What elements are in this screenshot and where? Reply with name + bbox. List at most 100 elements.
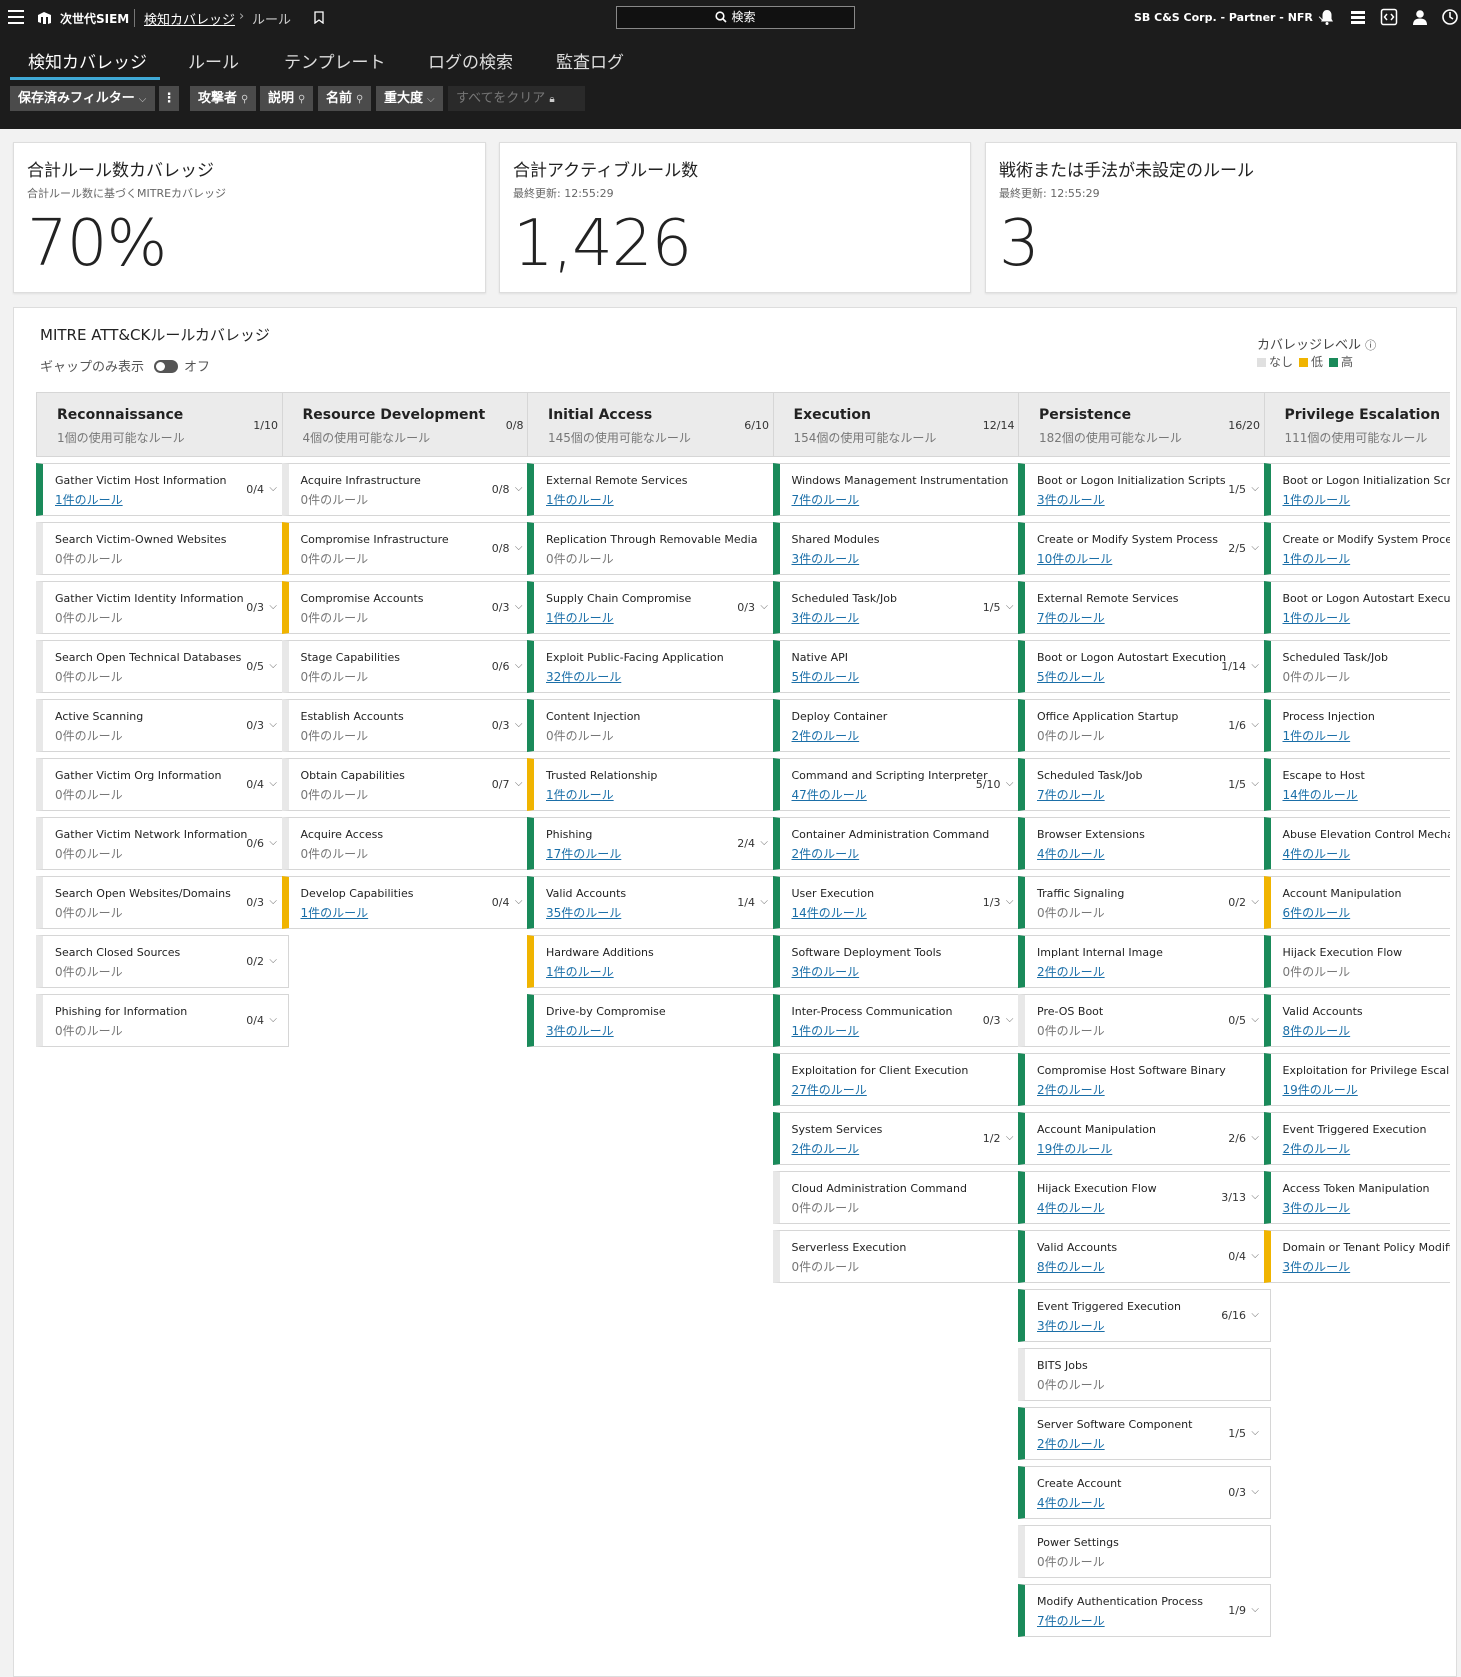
technique-card[interactable]: Implant Internal Image 2件のルール	[1018, 935, 1271, 988]
technique-rule-count[interactable]: 1件のルール	[300, 906, 369, 920]
stack-icon[interactable]	[1349, 8, 1367, 26]
technique-rule-count[interactable]: 3件のルール	[1037, 493, 1105, 507]
chevron-down-icon[interactable]: ⌵	[1251, 1486, 1259, 1497]
technique-rule-count[interactable]: 1件のルール	[546, 965, 614, 979]
technique-card[interactable]: Account Manipulation 19件のルール 2/6 ⌵	[1018, 1112, 1271, 1165]
technique-rule-count[interactable]: 1件のルール	[546, 788, 614, 802]
technique-card[interactable]: Acquire Infrastructure 0件のルール 0/8 ⌵	[281, 463, 535, 516]
technique-card[interactable]: Gather Victim Org Information 0件のルール 0/4 ⌵	[36, 758, 289, 811]
chevron-down-icon[interactable]: ⌵	[514, 896, 523, 907]
clear-all-button[interactable]: すべてをクリア 🔒︎	[448, 86, 585, 111]
technique-card[interactable]: Valid Accounts 8件のルール	[1263, 994, 1450, 1047]
technique-rule-count[interactable]: 1件のルール	[546, 611, 614, 625]
chevron-down-icon[interactable]: ⌵	[1251, 778, 1259, 789]
chevron-down-icon[interactable]: ⌵	[1005, 1132, 1014, 1143]
chevron-down-icon[interactable]: ⌵	[269, 1014, 277, 1025]
technique-rule-count[interactable]: 3件のルール	[1282, 1260, 1351, 1274]
chevron-down-icon[interactable]: ⌵	[1251, 1427, 1259, 1438]
chevron-down-icon[interactable]: ⌵	[514, 660, 523, 671]
chevron-down-icon[interactable]: ⌵	[269, 896, 277, 907]
tab-log-search[interactable]: ログの検索	[428, 53, 513, 73]
menu-icon[interactable]	[8, 10, 24, 24]
technique-card[interactable]: Abuse Elevation Control Mechanism 4件のルール	[1263, 817, 1450, 870]
technique-rule-count[interactable]: 3件のルール	[791, 611, 860, 625]
chevron-down-icon[interactable]: ⌵	[1005, 1014, 1014, 1025]
chevron-down-icon[interactable]: ⌵	[514, 601, 523, 612]
technique-card[interactable]: Escape to Host 14件のルール	[1263, 758, 1450, 811]
technique-rule-count[interactable]: 3件のルール	[1282, 1201, 1351, 1215]
technique-rule-count[interactable]: 2件のルール	[1037, 1437, 1105, 1451]
more-options-button[interactable]: ⋮	[159, 86, 179, 111]
technique-rule-count[interactable]: 7件のルール	[1037, 788, 1105, 802]
chevron-down-icon[interactable]: ⌵	[1251, 719, 1259, 730]
technique-card[interactable]: Gather Victim Identity Information 0件のルール…	[36, 581, 289, 634]
chevron-down-icon[interactable]: ⌵	[1251, 1191, 1259, 1202]
technique-card[interactable]: Acquire Access 0件のルール	[281, 817, 535, 870]
technique-card[interactable]: Server Software Component 2件のルール 1/5 ⌵	[1018, 1407, 1271, 1460]
tab-rules[interactable]: ルール	[188, 53, 239, 73]
chevron-down-icon[interactable]: ⌵	[760, 896, 768, 907]
chevron-down-icon[interactable]: ⌵	[514, 778, 523, 789]
toggle-switch[interactable]	[154, 360, 179, 373]
technique-rule-count[interactable]: 2件のルール	[791, 1142, 860, 1156]
technique-card[interactable]: Supply Chain Compromise 1件のルール 0/3 ⌵	[527, 581, 780, 634]
technique-card[interactable]: External Remote Services 1件のルール	[527, 463, 780, 516]
technique-card[interactable]: Create Account 4件のルール 0/3 ⌵	[1018, 1466, 1271, 1519]
filter-description[interactable]: 説明 ⚲	[260, 86, 314, 111]
technique-card[interactable]: Access Token Manipulation 3件のルール	[1263, 1171, 1450, 1224]
bell-icon[interactable]	[1318, 8, 1336, 26]
technique-rule-count[interactable]: 8件のルール	[1037, 1260, 1105, 1274]
technique-rule-count[interactable]: 4件のルール	[1282, 847, 1351, 861]
technique-card[interactable]: Scheduled Task/Job 3件のルール 1/5 ⌵	[772, 581, 1026, 634]
technique-card[interactable]: Stage Capabilities 0件のルール 0/6 ⌵	[281, 640, 535, 693]
tactic-header[interactable]: Resource Development 4個の使用可能なルール 0/8	[281, 392, 535, 457]
technique-card[interactable]: Trusted Relationship 1件のルール	[527, 758, 780, 811]
technique-card[interactable]: Create or Modify System Process 10件のルール 2/…	[1018, 522, 1271, 575]
technique-rule-count[interactable]: 32件のルール	[546, 670, 622, 684]
technique-card[interactable]: Windows Management Instrumentation 7件のルール	[772, 463, 1026, 516]
bookmark-icon[interactable]	[314, 11, 324, 24]
technique-card[interactable]: Traffic Signaling 0件のルール 0/2 ⌵	[1018, 876, 1271, 929]
technique-card[interactable]: Software Deployment Tools 3件のルール	[772, 935, 1026, 988]
chevron-down-icon[interactable]: ⌵	[269, 660, 277, 671]
technique-rule-count[interactable]: 3件のルール	[791, 965, 860, 979]
technique-rule-count[interactable]: 3件のルール	[1037, 1319, 1105, 1333]
gap-only-toggle[interactable]: ギャップのみ表示 オフ	[40, 356, 210, 375]
filter-attacker[interactable]: 攻撃者 ⚲	[190, 86, 257, 111]
technique-card[interactable]: Compromise Accounts 0件のルール 0/3 ⌵	[281, 581, 535, 634]
chevron-down-icon[interactable]: ⌵	[269, 601, 277, 612]
technique-rule-count[interactable]: 2件のルール	[1282, 1142, 1351, 1156]
technique-rule-count[interactable]: 2件のルール	[1037, 965, 1105, 979]
technique-card[interactable]: Drive-by Compromise 3件のルール	[527, 994, 780, 1047]
technique-rule-count[interactable]: 8件のルール	[1282, 1024, 1351, 1038]
chevron-down-icon[interactable]: ⌵	[269, 778, 277, 789]
chevron-down-icon[interactable]: ⌵	[1251, 542, 1259, 553]
technique-card[interactable]: Hijack Execution Flow 4件のルール 3/13 ⌵	[1018, 1171, 1271, 1224]
chevron-down-icon[interactable]: ⌵	[760, 837, 768, 848]
technique-rule-count[interactable]: 27件のルール	[791, 1083, 867, 1097]
account-switcher[interactable]: SB C&S Corp. - Partner - NFR⌵	[1134, 11, 1327, 25]
technique-card[interactable]: Gather Victim Host Information 1件のルール 0/4 ⌵	[36, 463, 289, 516]
technique-card[interactable]: Command and Scripting Interpreter 47件のルール…	[772, 758, 1026, 811]
technique-rule-count[interactable]: 47件のルール	[791, 788, 867, 802]
chevron-down-icon[interactable]: ⌵	[269, 483, 277, 494]
technique-card[interactable]: Serverless Execution 0件のルール	[772, 1230, 1026, 1283]
chevron-down-icon[interactable]: ⌵	[1251, 1309, 1259, 1320]
tab-templates[interactable]: テンプレート	[284, 53, 386, 73]
technique-card[interactable]: Valid Accounts 8件のルール 0/4 ⌵	[1018, 1230, 1271, 1283]
technique-card[interactable]: Boot or Logon Initialization Scripts 1件のル…	[1263, 463, 1450, 516]
technique-rule-count[interactable]: 3件のルール	[546, 1024, 614, 1038]
technique-rule-count[interactable]: 1件のルール	[1282, 552, 1351, 566]
technique-card[interactable]: Hijack Execution Flow 0件のルール	[1263, 935, 1450, 988]
technique-rule-count[interactable]: 1件のルール	[546, 493, 614, 507]
technique-card[interactable]: Cloud Administration Command 0件のルール	[772, 1171, 1026, 1224]
user-icon[interactable]	[1411, 8, 1429, 26]
tactic-header[interactable]: Execution 154個の使用可能なルール 12/14	[772, 392, 1026, 457]
chevron-down-icon[interactable]: ⌵	[1005, 601, 1014, 612]
chevron-down-icon[interactable]: ⌵	[1251, 1132, 1259, 1143]
technique-card[interactable]: Compromise Infrastructure 0件のルール 0/8 ⌵	[281, 522, 535, 575]
technique-rule-count[interactable]: 7件のルール	[1037, 611, 1105, 625]
technique-rule-count[interactable]: 3件のルール	[791, 552, 860, 566]
technique-card[interactable]: Browser Extensions 4件のルール	[1018, 817, 1271, 870]
technique-card[interactable]: Boot or Logon Initialization Scripts 3件のル…	[1018, 463, 1271, 516]
